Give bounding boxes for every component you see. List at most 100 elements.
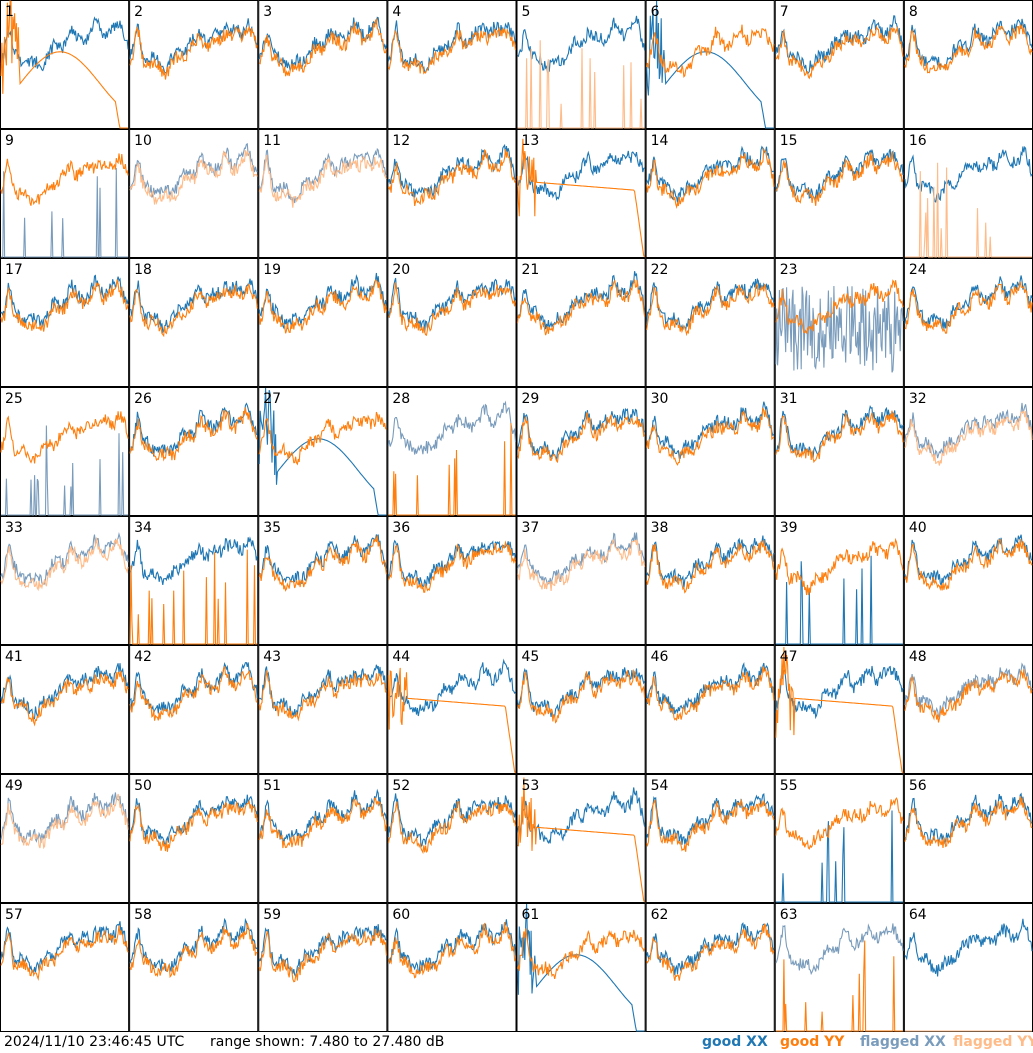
series-yy-good — [0, 670, 129, 727]
series-yy-good — [646, 666, 775, 722]
panel-number: 35 — [263, 520, 281, 536]
panel-frame — [387, 387, 517, 516]
series-yy-flagged — [258, 154, 387, 208]
panel-number: 29 — [522, 391, 540, 407]
series-yy-flagged — [517, 40, 645, 129]
series-yy-good — [646, 147, 775, 209]
series-yy-good — [258, 411, 387, 466]
panel-27: 27 — [258, 387, 388, 516]
panel-49: 49 — [0, 774, 130, 903]
panel-number: 51 — [263, 778, 281, 794]
panel-40: 40 — [903, 516, 1033, 645]
panel-43: 43 — [258, 645, 388, 774]
series-yy-good — [646, 282, 775, 337]
panel-frame — [774, 129, 904, 258]
panel-number: 63 — [780, 907, 798, 923]
series-yy-good — [775, 151, 904, 206]
series-xx-flagged — [775, 285, 904, 373]
legend-good-yy: good YY — [780, 1034, 845, 1050]
series-yy-good — [258, 535, 387, 592]
panel-8: 8 — [903, 0, 1033, 129]
panel-21: 21 — [516, 258, 646, 387]
series-yy-good — [387, 540, 517, 593]
panel-9: 9 — [0, 129, 130, 258]
panel-59: 59 — [258, 903, 388, 1032]
panel-number: 13 — [522, 133, 540, 149]
series-yy-good — [646, 540, 775, 594]
series-xx-good — [516, 667, 646, 719]
panel-6: 6 — [645, 0, 775, 129]
panel-62: 62 — [645, 903, 775, 1032]
panel-53: 53 — [516, 774, 646, 903]
panel-14: 14 — [645, 129, 775, 258]
panel-48: 48 — [903, 645, 1033, 774]
panel-58: 58 — [129, 903, 259, 1032]
panel-number: 46 — [651, 649, 669, 665]
series-yy-good — [516, 138, 646, 258]
panel-24: 24 — [903, 258, 1033, 387]
series-xx-good — [775, 404, 904, 459]
panel-frame — [129, 129, 259, 258]
panel-25: 25 — [0, 387, 130, 516]
series-xx-good — [129, 536, 258, 585]
panel-number: 42 — [134, 649, 152, 665]
series-yy-good — [0, 925, 129, 981]
panel-number: 44 — [392, 649, 410, 665]
panel-54: 54 — [645, 774, 775, 903]
panel-number: 23 — [780, 262, 798, 278]
panel-12: 12 — [387, 129, 517, 258]
panel-frame — [903, 645, 1033, 774]
panel-frame — [516, 258, 646, 387]
series-yy-good — [258, 797, 387, 849]
series-xx-good — [775, 665, 904, 720]
series-yy-good — [904, 23, 1033, 74]
series-yy-good — [517, 777, 646, 903]
panel-number: 41 — [5, 649, 23, 665]
panel-34: 34 — [129, 516, 259, 645]
series-yy-good — [129, 24, 258, 80]
panel-frame — [0, 129, 130, 258]
series-yy-good — [904, 669, 1033, 723]
series-xx-good — [775, 15, 904, 74]
series-xx-good — [129, 917, 258, 972]
panel-frame — [0, 516, 130, 645]
panel-frame — [387, 645, 517, 774]
panel-11: 11 — [258, 129, 388, 258]
series-yy-good — [0, 153, 129, 206]
panel-51: 51 — [258, 774, 388, 903]
series-xx-flagged — [1, 167, 129, 258]
panel-23: 23 — [774, 258, 904, 387]
series-xx-flagged — [1, 425, 129, 516]
panel-44: 44 — [387, 645, 517, 774]
series-xx-flagged — [258, 147, 387, 204]
panel-frame — [903, 258, 1033, 387]
series-yy-good — [129, 549, 258, 645]
panel-frame — [903, 387, 1033, 516]
series-yy-good — [388, 423, 516, 516]
panel-38: 38 — [645, 516, 775, 645]
panel-number: 60 — [392, 907, 410, 923]
panel-46: 46 — [645, 645, 775, 774]
panel-number: 10 — [134, 133, 152, 149]
panel-4: 4 — [387, 0, 517, 129]
panel-63: 63 — [774, 903, 904, 1032]
panel-19: 19 — [258, 258, 388, 387]
panel-22: 22 — [645, 258, 775, 387]
panel-number: 38 — [651, 520, 669, 536]
panel-number: 48 — [909, 649, 927, 665]
panel-33: 33 — [0, 516, 130, 645]
series-xx-good — [516, 407, 646, 460]
series-yy-flagged — [0, 537, 129, 592]
series-xx-good — [516, 787, 646, 845]
footer-bar: 2024/11/10 23:46:45 UTC range shown: 7.4… — [0, 1032, 1033, 1053]
series-yy-flagged — [129, 149, 258, 206]
panel-number: 1 — [5, 4, 14, 20]
panel-number: 64 — [909, 907, 927, 923]
series-xx-good — [516, 903, 645, 1032]
series-yy-good — [775, 537, 904, 596]
panel-number: 40 — [909, 520, 927, 536]
panel-number: 25 — [5, 391, 23, 407]
panel-number: 19 — [263, 262, 281, 278]
panel-frame — [903, 903, 1033, 1032]
panel-39: 39 — [774, 516, 904, 645]
